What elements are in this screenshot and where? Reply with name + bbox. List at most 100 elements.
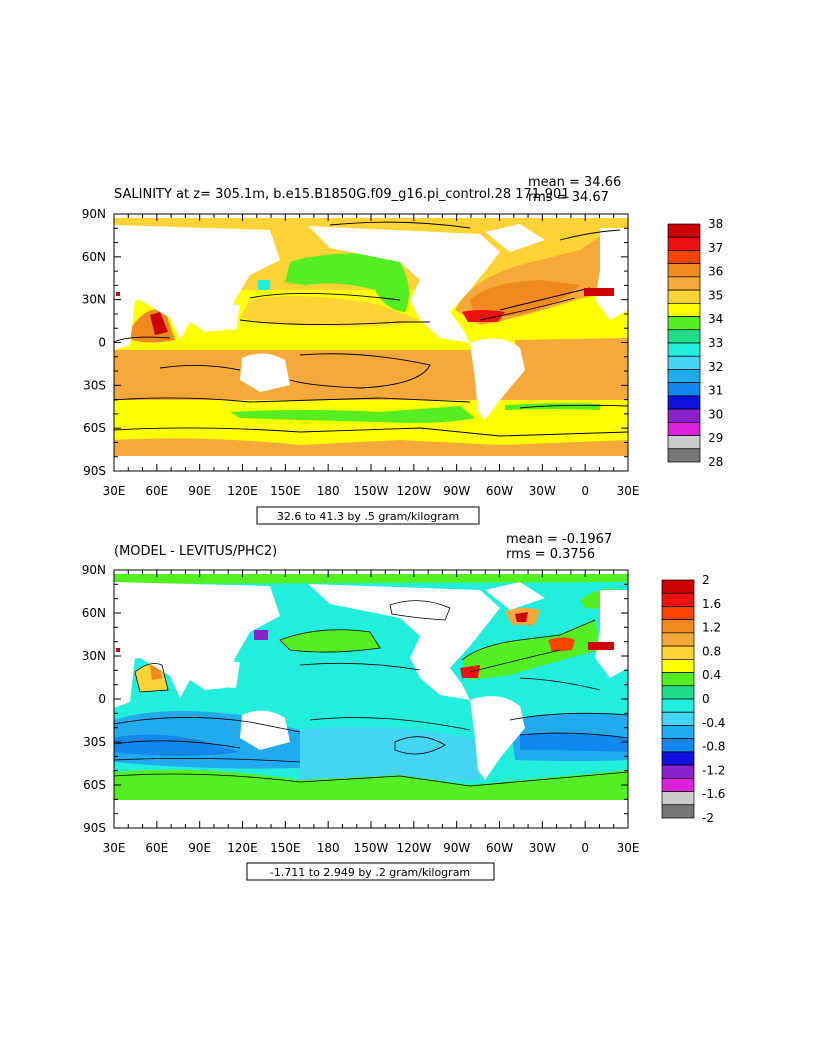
lat-tick-label: 60S [83, 778, 106, 792]
colorbar-swatch [667, 408, 701, 423]
colorbar-swatch [667, 342, 701, 357]
panel1-lat-labels: 90N 60N 30N 0 30S 60S 90S [82, 207, 106, 478]
lat-tick-label: 90S [83, 464, 106, 478]
colorbar-swatch [661, 579, 695, 594]
lat-tick-label: 90N [82, 563, 106, 577]
colorbar-label: -1.2 [702, 763, 725, 777]
colorbar-swatch [661, 804, 695, 819]
lon-tick-label: 0 [581, 484, 589, 498]
north-america [308, 226, 500, 343]
land-masses [114, 224, 628, 471]
lon-tick-label: 180 [317, 484, 340, 498]
southern-ocean-low-salinity [230, 406, 475, 423]
panel2-lat-labels: 90N 60N 30N 0 30S 60S 90S [82, 563, 106, 835]
lon-tick-label: 30E [103, 841, 126, 855]
lat-tick-label: 30N [82, 293, 106, 307]
panel2-range-text: -1.711 to 2.949 by .2 gram/kilogram [270, 866, 470, 879]
colorbar-label: 1.6 [702, 597, 721, 611]
colorbar-swatch [667, 263, 701, 278]
colorbar-swatch [661, 592, 695, 607]
lon-tick-label: 30E [617, 484, 640, 498]
lon-tick-label: 60E [145, 484, 168, 498]
lon-tick-label: 90E [188, 841, 211, 855]
colorbar-swatch [667, 448, 701, 463]
colorbar-label: 1.2 [702, 621, 721, 635]
australia [240, 353, 290, 392]
colorbar-label: 33 [708, 336, 723, 350]
panel1-range-text: 32.6 to 41.3 by .5 gram/kilogram [277, 510, 459, 523]
lon-tick-label: 90W [443, 484, 470, 498]
lat-tick-label: 60S [83, 421, 106, 435]
colorbar-swatch [661, 725, 695, 740]
colorbar-swatch [661, 791, 695, 806]
southern-ocean-positive-bias [114, 769, 628, 800]
lon-tick-label: 60W [486, 841, 513, 855]
colorbar-label: 29 [708, 431, 723, 445]
panel2-contours [114, 600, 628, 787]
colorbar-swatch [661, 645, 695, 660]
lon-tick-label: 60E [145, 841, 168, 855]
lat-tick-label: 60N [82, 606, 106, 620]
panel2-title: (MODEL - LEVITUS/PHC2) [114, 544, 277, 559]
north-america-2 [308, 584, 500, 700]
colorbar-label: 28 [708, 455, 723, 469]
colorbar-swatch [667, 382, 701, 397]
colorbar-label: 36 [708, 265, 723, 279]
eurasia [114, 225, 280, 340]
colorbar-label: 32 [708, 360, 723, 374]
lon-tick-label: 30E [617, 841, 640, 855]
colorbar-swatch [661, 685, 695, 700]
colorbar-swatch [667, 223, 701, 238]
colorbar-label: 35 [708, 288, 723, 302]
north-pacific-low-salinity [285, 253, 409, 312]
colorbar-swatch [667, 316, 701, 331]
panel-salinity: mean = 34.66 rms = 34.67 SALINITY at z= … [82, 175, 723, 525]
panel2-mean-text: mean = -0.1967 [506, 532, 612, 547]
lat-tick-label: 90N [82, 207, 106, 221]
lon-tick-label: 120E [227, 484, 258, 498]
colorbar-swatch [661, 738, 695, 753]
colorbar-label: 0.4 [702, 668, 721, 682]
south-america-2 [470, 696, 525, 780]
colorbar-swatch [667, 289, 701, 304]
europe-africa-east [595, 228, 628, 320]
colorbar-swatch [661, 751, 695, 766]
colorbar-label: 34 [708, 312, 723, 326]
lon-tick-label: 150E [270, 484, 301, 498]
colorbar-label: -0.8 [702, 740, 725, 754]
lat-tick-label: 0 [98, 336, 106, 350]
lon-tick-label: 150E [270, 841, 301, 855]
australia-2 [240, 710, 290, 750]
colorbar-swatch [667, 421, 701, 436]
panel-difference: mean = -0.1967 rms = 0.3756 (MODEL - LEV… [82, 532, 725, 881]
colorbar-label: 37 [708, 241, 723, 255]
lon-tick-label: 90W [443, 841, 470, 855]
lon-tick-label: 180 [317, 841, 340, 855]
eurasia-2 [114, 582, 280, 698]
south-america [470, 338, 525, 420]
colorbar-swatch [661, 698, 695, 713]
colorbar-swatch [667, 329, 701, 344]
colorbar-label: 0 [702, 692, 710, 706]
panel2-colorbar: 2 1.6 1.2 0.8 0.4 0 -0.4 -0.8 -1.2 -1.6 -2 [661, 573, 725, 825]
lon-tick-label: 30W [529, 841, 556, 855]
panel1-rms-text: rms = 34.67 [528, 190, 609, 205]
panel1-lon-labels: 30E 60E 90E 120E 150E 180 150W 120W 90W 60W 30W 0 30… [103, 484, 640, 498]
land-masses-2 [114, 582, 628, 780]
colorbar-label: 30 [708, 407, 723, 421]
lat-tick-label: 90S [83, 821, 106, 835]
colorbar-swatch [661, 711, 695, 726]
lon-tick-label: 30E [103, 484, 126, 498]
panel1-colorbar: 38 37 36 35 34 33 32 31 30 29 28 [667, 217, 723, 469]
lon-tick-label: 150W [354, 841, 389, 855]
panel1-map-area [114, 214, 628, 471]
colorbar-label: 38 [708, 217, 723, 231]
colorbar-label: 31 [708, 384, 723, 398]
panel1-ticks [113, 213, 629, 472]
colorbar-swatch [667, 276, 701, 291]
lon-tick-label: 120E [227, 841, 258, 855]
panel2-map-area [114, 570, 628, 828]
colorbar-swatch [661, 777, 695, 792]
colorbar-swatch [661, 672, 695, 687]
